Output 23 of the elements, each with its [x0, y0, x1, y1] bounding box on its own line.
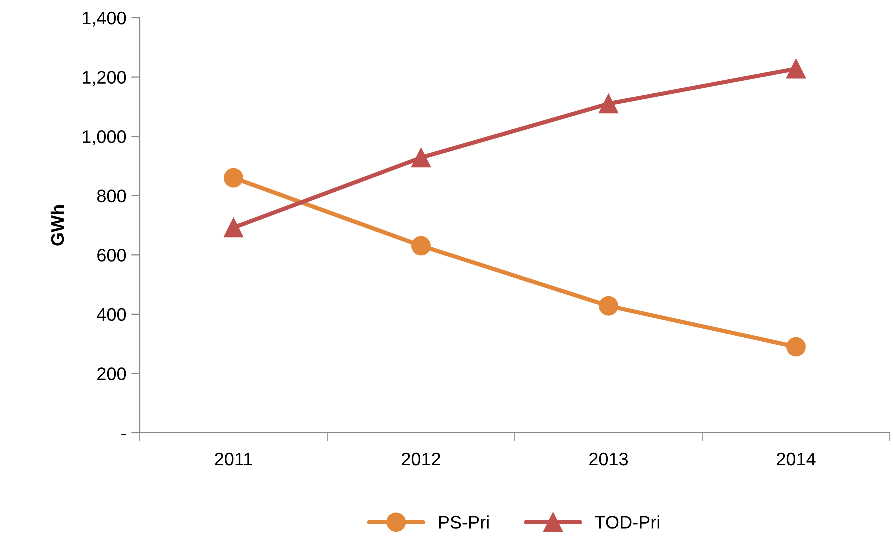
point: [412, 236, 431, 256]
x-tick-label: 2013: [590, 452, 628, 466]
point: [599, 296, 618, 316]
x-tick-label: 2014: [777, 452, 816, 466]
y-tick-label: 600: [98, 249, 126, 262]
x-tick-label: 2012: [402, 452, 440, 466]
y-tick-label: 200: [98, 368, 126, 380]
point: [786, 337, 806, 357]
y-tick-label: 800: [97, 190, 126, 203]
y-tick-label: 1,400: [83, 12, 126, 27]
point: [224, 168, 244, 188]
legend-label: TOD-Pri: [595, 516, 660, 529]
point: [224, 218, 244, 238]
point: [412, 148, 431, 168]
legend-label: PS-Pri: [439, 516, 489, 529]
point: [786, 59, 806, 79]
y-tick-label: 400: [97, 308, 126, 322]
y-tick-label: 1,200: [83, 71, 126, 86]
point: [599, 94, 618, 114]
y-axis-title: GWh: [50, 206, 64, 246]
x-tick-label: 2011: [215, 452, 252, 466]
y-tick-label: -: [122, 434, 126, 436]
y-tick-label: 1,000: [83, 130, 126, 146]
